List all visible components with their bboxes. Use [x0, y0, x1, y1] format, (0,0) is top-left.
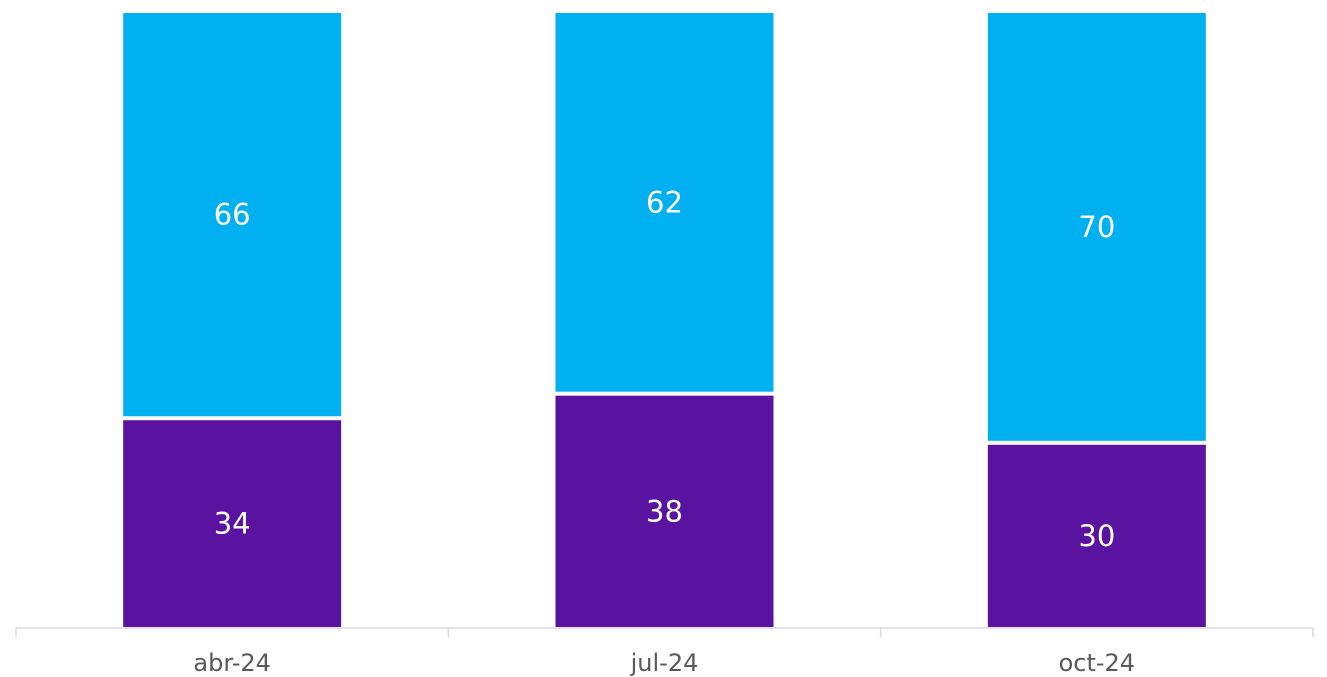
bar-segment-oct-24-series-2: [987, 13, 1206, 441]
data-label-jul-24-series-1: 38: [646, 494, 683, 528]
data-label-oct-24-series-2: 70: [1078, 210, 1115, 244]
data-label-jul-24-series-2: 62: [646, 185, 683, 219]
bar-segment-jul-24-series-1: [555, 395, 774, 627]
x-tick-label-oct-24: oct-24: [1059, 649, 1136, 677]
data-label-oct-24-series-1: 30: [1078, 519, 1115, 553]
data-label-abr-24-series-2: 66: [214, 198, 251, 232]
bar-segment-abr-24-series-1: [123, 420, 342, 627]
x-axis: abr-24 jul-24 oct-24: [15, 627, 1314, 677]
x-tick-label-jul-24: jul-24: [630, 649, 699, 677]
data-labels-layer: 34 66 38 62 30 70: [214, 185, 1116, 553]
bars-layer: [123, 13, 1206, 627]
data-label-abr-24-series-1: 34: [214, 507, 251, 541]
bar-segment-oct-24-series-1: [987, 444, 1206, 627]
bar-segment-abr-24-series-2: [123, 13, 342, 417]
bar-segment-jul-24-series-2: [555, 13, 774, 392]
x-tick-label-abr-24: abr-24: [193, 649, 270, 677]
